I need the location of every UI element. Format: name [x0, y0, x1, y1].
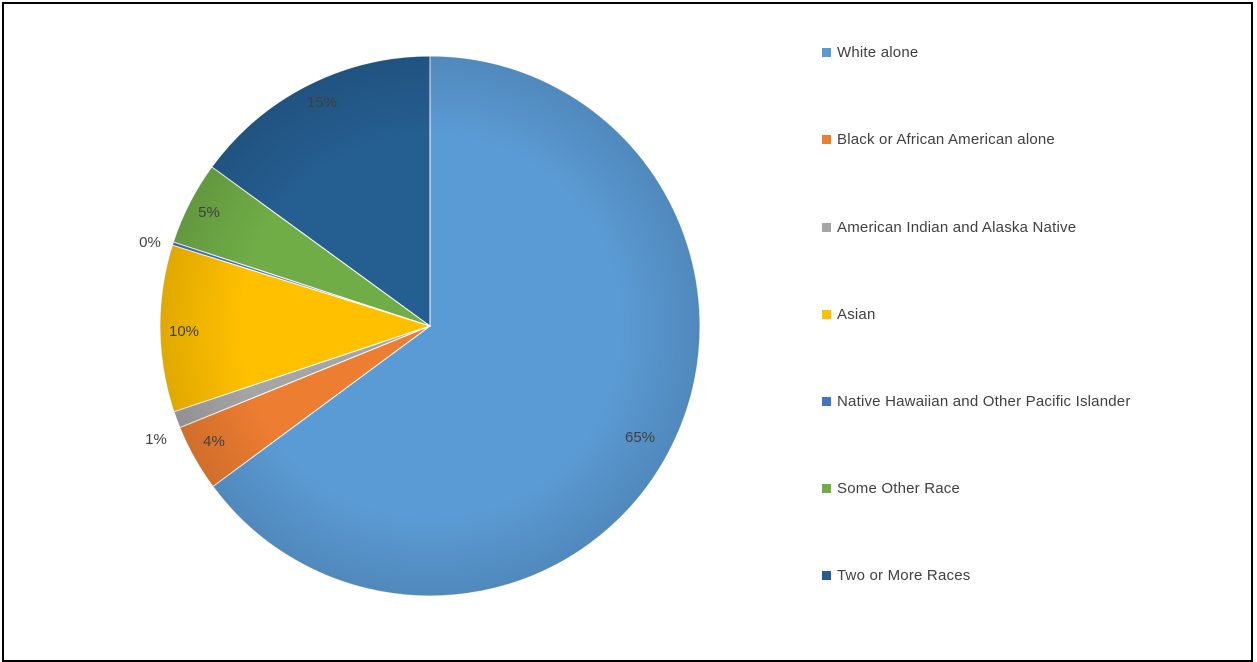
legend-swatch [822, 134, 831, 144]
data-label: 10% [169, 323, 199, 340]
legend-item: White alone [822, 40, 918, 64]
legend-label: Some Other Race [837, 479, 961, 497]
data-label: 4% [203, 433, 225, 450]
legend-item: Native Hawaiian and Other Pacific Island… [822, 389, 1131, 413]
legend-item: Some Other Race [822, 476, 960, 500]
legend-item: American Indian and Alaska Native [822, 215, 1076, 239]
data-label: 15% [307, 94, 337, 111]
data-label: 0% [139, 234, 161, 251]
legend-label: American Indian and Alaska Native [837, 218, 1077, 236]
legend-swatch [822, 47, 831, 57]
pie-shading [160, 56, 700, 596]
data-label: 65% [625, 429, 655, 446]
legend-swatch [822, 483, 831, 493]
legend-swatch [822, 570, 831, 580]
legend-item: Black or African American alone [822, 127, 1055, 151]
legend-label: White alone [837, 43, 919, 61]
data-label: 1% [145, 431, 167, 448]
legend-label: Native Hawaiian and Other Pacific Island… [837, 392, 1131, 410]
legend-swatch [822, 222, 831, 232]
legend-label: Black or African American alone [837, 130, 1055, 148]
legend-swatch [822, 396, 831, 406]
legend-swatch [822, 309, 831, 319]
legend-item: Two or More Races [822, 563, 970, 587]
legend-label: Two or More Races [837, 566, 971, 584]
data-label: 5% [198, 204, 220, 221]
legend-label: Asian [837, 305, 876, 323]
legend-item: Asian [822, 302, 876, 326]
